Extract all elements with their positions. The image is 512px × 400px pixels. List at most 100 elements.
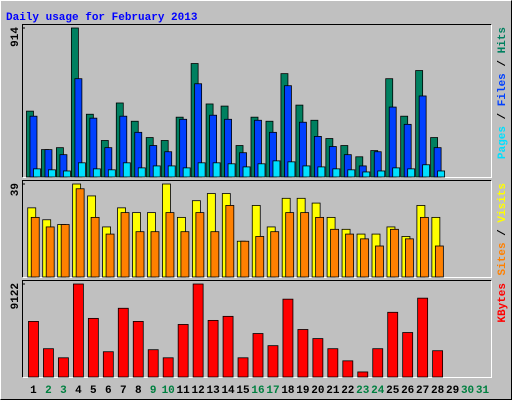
x-tick-label: 6	[105, 385, 112, 397]
x-tick-label: 26	[401, 385, 414, 397]
bar	[312, 338, 324, 378]
bar	[165, 212, 175, 278]
bar	[58, 357, 69, 378]
x-tick-label: 31	[476, 385, 490, 397]
x-tick-label: 22	[341, 385, 354, 397]
bar	[102, 351, 114, 378]
bar	[147, 349, 159, 378]
x-tick-label: 23	[356, 385, 370, 397]
max-label: 914	[10, 27, 22, 47]
x-tick-label: 18	[281, 385, 295, 397]
bar	[242, 166, 251, 178]
legend-entry: Files	[497, 73, 509, 106]
bar	[120, 212, 130, 278]
bar	[392, 167, 401, 178]
bar	[150, 231, 160, 278]
panel-bevel	[22, 180, 492, 278]
x-tick-label: 10	[162, 385, 175, 397]
bar	[315, 216, 325, 278]
legend: Sites / Visits	[497, 183, 509, 275]
bar	[63, 170, 71, 178]
legend: Pages / Files / Hits	[497, 27, 509, 159]
bar	[92, 168, 101, 178]
x-tick-label: 5	[90, 385, 97, 397]
bar	[48, 169, 56, 178]
bar	[252, 333, 264, 378]
bar	[270, 231, 280, 278]
bar	[222, 315, 234, 378]
x-tick-label: 29	[446, 385, 459, 397]
x-tick-label: 3	[60, 385, 67, 397]
bar	[240, 240, 250, 278]
bar	[30, 216, 40, 278]
bar	[72, 283, 84, 378]
bar	[387, 311, 399, 378]
x-tick-label: 14	[221, 385, 235, 397]
bar	[105, 233, 115, 278]
bar	[45, 226, 55, 278]
bar	[342, 360, 354, 378]
bar	[285, 212, 295, 278]
bar	[407, 168, 416, 178]
bar	[297, 329, 309, 378]
legend-entry: KBytes	[497, 283, 509, 323]
bar	[28, 321, 39, 378]
bar	[227, 163, 236, 178]
bar	[402, 332, 414, 378]
x-tick-label: 21	[326, 385, 340, 397]
bar	[317, 166, 326, 178]
bar	[77, 162, 86, 178]
x-tick-label: 20	[311, 385, 324, 397]
bar	[210, 231, 220, 278]
bar	[330, 228, 339, 278]
max-label: 9122	[10, 283, 22, 309]
panel-bevel	[22, 180, 492, 278]
bar	[267, 345, 279, 378]
x-tick-label: 25	[386, 385, 400, 397]
bar	[132, 321, 144, 378]
legend-entry: Pages	[497, 126, 509, 159]
bar	[419, 216, 429, 278]
bar	[122, 162, 131, 178]
bar	[43, 348, 54, 378]
panel-bevel	[22, 24, 492, 178]
x-tick-label: 19	[296, 385, 309, 397]
bar	[390, 228, 399, 278]
bar	[302, 165, 311, 178]
legend-entry: Visits	[497, 183, 509, 223]
bar	[282, 298, 294, 378]
bar	[195, 212, 205, 278]
max-label: 39	[10, 183, 22, 196]
bar	[135, 231, 145, 278]
x-tick-label: 7	[120, 385, 127, 397]
bar	[417, 297, 429, 378]
bar	[255, 236, 265, 278]
legend-separator: /	[497, 106, 509, 126]
bar	[137, 167, 146, 178]
legend-separator: /	[497, 53, 509, 73]
bar	[87, 317, 99, 378]
bar	[357, 371, 369, 378]
panel-bevel	[22, 280, 492, 378]
bar	[360, 238, 369, 278]
bar	[362, 171, 371, 178]
bar	[422, 164, 431, 178]
x-tick-label: 4	[75, 385, 82, 397]
panel-bevel	[22, 280, 492, 378]
x-tick-label: 12	[192, 385, 205, 397]
x-tick-label: 9	[150, 385, 157, 397]
bar	[377, 170, 386, 178]
x-tick-label: 30	[461, 385, 474, 397]
x-tick-label: 2	[45, 385, 52, 397]
bar	[327, 348, 339, 378]
x-tick-label: 13	[206, 385, 220, 397]
bar	[152, 165, 161, 178]
bar	[405, 238, 414, 278]
bar	[225, 205, 235, 278]
bar	[167, 165, 176, 178]
bar	[197, 162, 206, 178]
bar	[257, 163, 266, 178]
bar	[177, 324, 189, 378]
